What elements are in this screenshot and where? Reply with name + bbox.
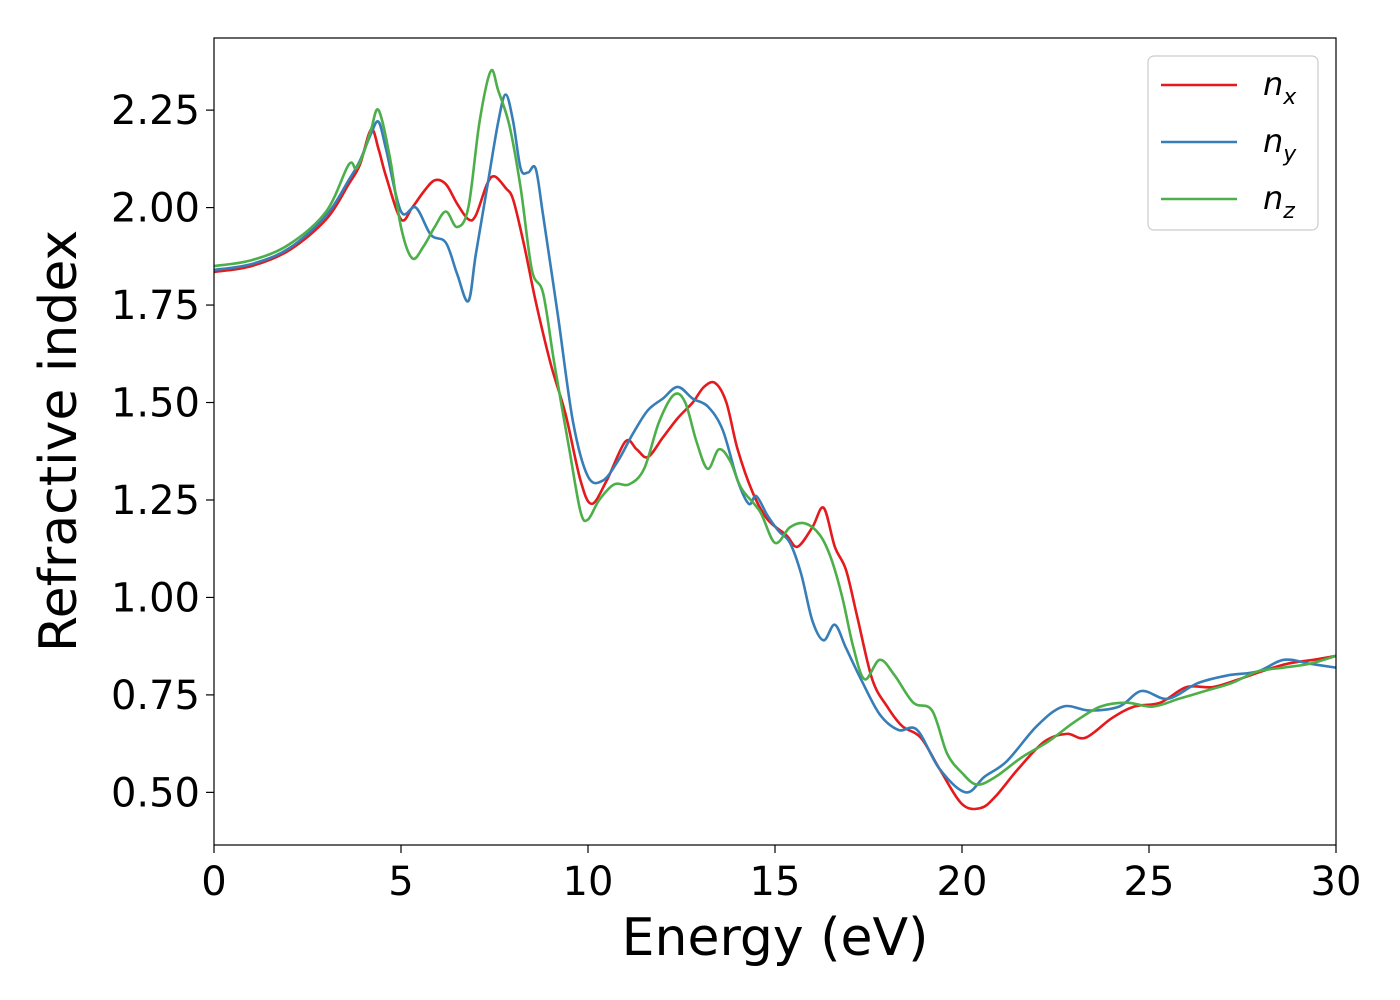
- y-tick-label: 2.25: [111, 88, 200, 134]
- series-layer: [213, 68, 1337, 811]
- legend-label-y: ny: [1263, 122, 1297, 167]
- x-tick-label: 10: [563, 859, 614, 905]
- legend: nx ny nz: [1147, 55, 1319, 231]
- x-axis: 0 5 10 15 20 25 30: [201, 845, 1361, 905]
- y-tick-label: 2.00: [111, 186, 200, 232]
- x-tick-label: 0: [201, 859, 226, 905]
- y-tick-label: 1.00: [111, 575, 200, 621]
- x-tick-label: 20: [937, 859, 988, 905]
- x-tick-label: 25: [1124, 859, 1175, 905]
- y-axis-title: Refractive index: [29, 230, 89, 652]
- y-tick-label: 1.50: [111, 381, 200, 427]
- y-tick-label: 0.50: [111, 770, 200, 816]
- series-line-z: [213, 68, 1337, 786]
- legend-label-z: nz: [1263, 179, 1295, 224]
- y-axis: 0.50 0.75 1.00 1.25 1.50 1.75 2.00 2.25: [111, 88, 214, 816]
- y-tick-label: 1.25: [111, 478, 200, 524]
- x-tick-label: 5: [388, 859, 413, 905]
- x-tick-label: 15: [750, 859, 801, 905]
- x-axis-title: Energy (eV): [622, 908, 929, 968]
- y-tick-label: 1.75: [111, 283, 200, 329]
- y-tick-label: 0.75: [111, 673, 200, 719]
- x-tick-label: 30: [1311, 859, 1362, 905]
- legend-label-x: nx: [1263, 65, 1297, 110]
